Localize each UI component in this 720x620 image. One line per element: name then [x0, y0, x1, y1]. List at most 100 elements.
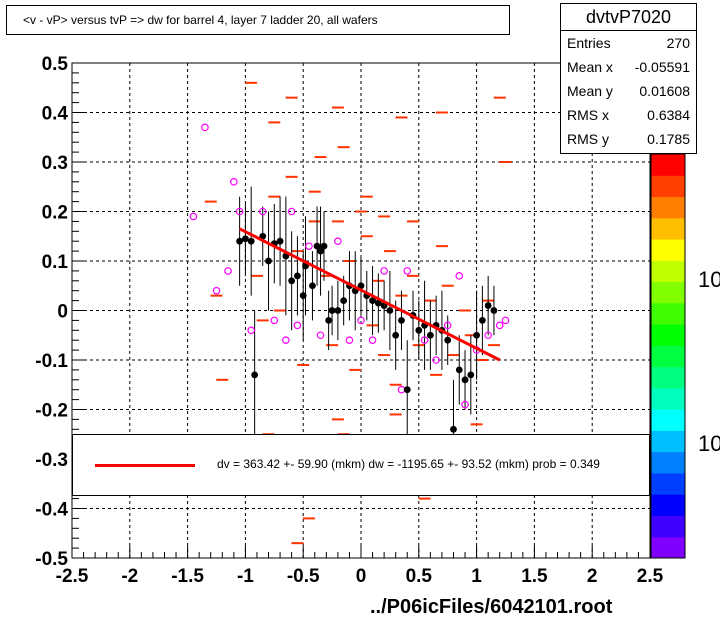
histogram-cell: [493, 96, 506, 99]
histogram-cell: [331, 418, 344, 421]
profile-point: [450, 425, 457, 433]
histogram-cell: [407, 274, 420, 277]
x-tick-label: 1: [471, 566, 482, 587]
profile-point: [392, 331, 400, 339]
histogram-cell: [274, 309, 287, 312]
stats-label: RMS y: [567, 131, 609, 147]
profile-point: [294, 272, 301, 280]
histogram-cell: [360, 235, 373, 238]
histogram-cell: [285, 96, 298, 99]
open-marker: [368, 336, 377, 345]
footer-filename: ../P06icFiles/6042101.root: [370, 596, 613, 618]
palette-swatch: [651, 239, 685, 261]
x-tick-label: -2.5: [56, 566, 89, 587]
profile-point: [247, 237, 255, 245]
open-marker: [305, 242, 313, 250]
stats-value: 270: [666, 35, 690, 51]
open-marker: [235, 207, 244, 216]
profile-point: [467, 371, 475, 379]
profile-point: [369, 297, 376, 304]
palette-swatch: [651, 387, 685, 410]
open-marker: [201, 123, 209, 132]
fit-legend-line: [95, 464, 195, 467]
palette-swatch: [651, 409, 685, 431]
open-marker: [282, 336, 290, 345]
profile-point: [340, 297, 348, 304]
y-tick-label: -0.5: [35, 549, 68, 570]
histogram-cell: [268, 195, 281, 198]
fit-legend: dv = 363.42 +- 59.90 (mkm) dw = -1195.65…: [72, 434, 650, 496]
open-marker: [258, 207, 267, 216]
palette-swatch: [651, 345, 685, 368]
open-marker: [212, 286, 221, 295]
palette-swatch: [651, 281, 685, 304]
profile-point: [251, 371, 259, 379]
x-tick-label: 0.5: [406, 566, 433, 587]
profile-point: [444, 336, 452, 344]
profile-point: [325, 317, 333, 324]
stats-value: 0.1785: [647, 131, 690, 147]
profile-point: [328, 307, 336, 314]
histogram-cell: [418, 497, 431, 500]
profile-point: [478, 317, 486, 324]
fit-line: [238, 227, 501, 362]
histogram-cell: [355, 210, 367, 213]
open-marker: [484, 331, 492, 340]
z-axis-label: 10: [698, 267, 720, 292]
open-marker: [224, 267, 232, 275]
palette-swatch: [651, 324, 685, 346]
stats-value: -0.05591: [634, 59, 690, 75]
histogram-cell: [470, 423, 483, 426]
histogram-cell: [378, 354, 391, 357]
y-tick-label: 0.3: [42, 153, 68, 174]
plot-title: <v - vP> versus tvP => dw for barrel 4, …: [6, 5, 510, 35]
y-tick-label: -0.2: [35, 401, 68, 422]
profile-point: [455, 366, 463, 374]
histogram-cell: [314, 156, 327, 159]
open-marker: [461, 400, 469, 409]
palette-swatch: [651, 515, 685, 538]
profile-point: [398, 317, 405, 324]
y-tick-label: -0.3: [35, 450, 68, 471]
palette-swatch: [651, 494, 685, 516]
open-marker: [432, 356, 440, 364]
open-marker: [247, 326, 255, 335]
open-marker: [357, 316, 365, 325]
profile-point: [313, 242, 321, 250]
profile-point: [276, 237, 284, 245]
histogram-cell: [407, 220, 420, 223]
profile-point: [236, 237, 244, 245]
stats-row-rms-y: RMS y 0.1785: [561, 127, 696, 151]
histogram-cell: [349, 368, 362, 371]
histogram-cell: [499, 161, 512, 163]
profile-point: [357, 282, 365, 290]
histogram-cell: [383, 250, 396, 253]
stats-label: Mean y: [567, 83, 613, 99]
y-tick-label: -0.1: [35, 351, 68, 372]
histogram-cell: [331, 220, 344, 223]
histogram-cell: [285, 175, 298, 178]
histogram-cell: [216, 378, 229, 381]
x-tick-label: 1.5: [521, 566, 548, 587]
y-tick-label: 0.4: [42, 104, 69, 125]
histogram-cell: [326, 344, 339, 347]
profile-point: [288, 277, 296, 285]
y-tick-label: -0.4: [35, 500, 68, 521]
profile-point: [490, 307, 498, 314]
histogram-cell: [430, 373, 443, 376]
y-tick-label: 0.2: [42, 203, 68, 224]
profile-point: [473, 331, 480, 339]
stats-value: 0.01608: [639, 83, 690, 99]
open-marker: [443, 321, 452, 330]
profile-point: [374, 299, 382, 307]
x-tick-label: -0.5: [287, 566, 320, 587]
histogram-cell: [308, 220, 321, 223]
y-tick-label: 0.5: [42, 54, 69, 75]
open-marker: [345, 336, 354, 345]
open-marker: [501, 316, 510, 325]
palette-frame: [650, 153, 686, 559]
histogram-cell: [297, 363, 310, 366]
profile-point: [320, 242, 328, 250]
histogram-cell: [320, 274, 333, 277]
x-tick-label: 2.5: [637, 566, 664, 587]
